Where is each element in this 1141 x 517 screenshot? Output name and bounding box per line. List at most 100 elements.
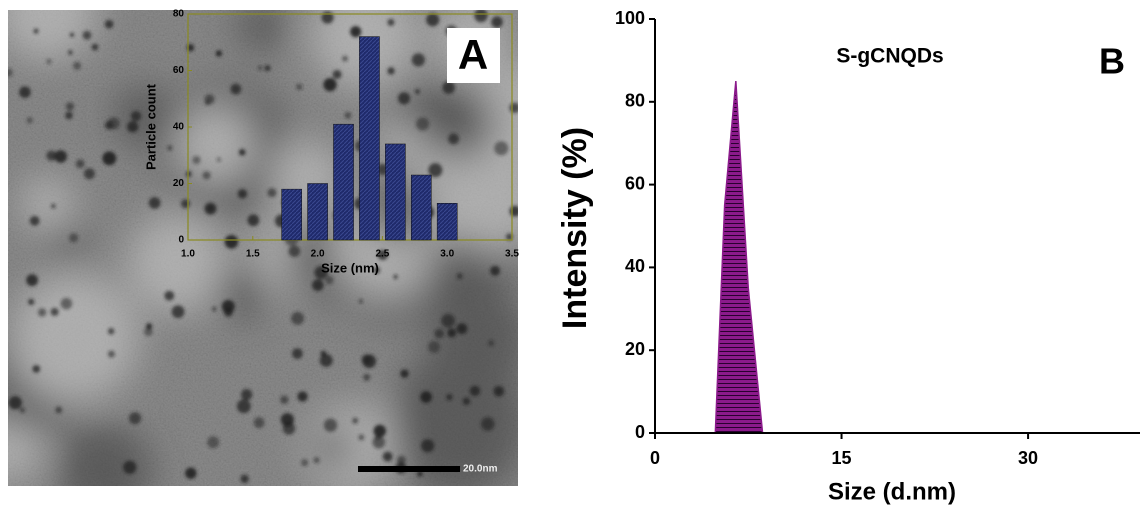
nanoparticle xyxy=(325,275,334,285)
nanoparticle xyxy=(319,354,333,367)
nanoparticle xyxy=(230,83,242,95)
nanoparticle xyxy=(292,348,303,359)
nanoparticle xyxy=(297,391,308,402)
panel-label: B xyxy=(1099,41,1125,82)
y-tick-label: 100 xyxy=(615,8,645,28)
nanoparticle xyxy=(442,81,455,94)
nanoparticle xyxy=(65,102,75,111)
nanoparticle xyxy=(26,117,33,124)
nanoparticle xyxy=(91,43,99,51)
nanoparticle xyxy=(26,274,39,287)
nanoparticle xyxy=(50,203,56,209)
nanoparticle xyxy=(123,460,137,474)
nanoparticle xyxy=(144,327,153,336)
tem-shade xyxy=(311,427,354,470)
nanoparticle xyxy=(104,19,114,29)
nanoparticle xyxy=(280,413,294,427)
tem-shade xyxy=(48,222,89,264)
bar xyxy=(436,203,458,241)
area xyxy=(655,81,1140,434)
x-tick-label: 0 xyxy=(650,448,660,468)
nanoparticle xyxy=(164,290,175,301)
nanoparticle xyxy=(8,396,22,410)
nanoparticle xyxy=(400,369,409,378)
tem-shade xyxy=(10,272,140,403)
nanoparticle xyxy=(83,168,95,180)
nanoparticle xyxy=(253,417,265,429)
nanoparticle xyxy=(474,10,488,23)
nanoparticle xyxy=(352,417,359,424)
nanoparticle xyxy=(506,233,513,241)
nanoparticle xyxy=(82,30,92,40)
panel-label: A xyxy=(458,31,488,78)
tem-shade xyxy=(236,10,288,52)
nanoparticle xyxy=(181,199,190,209)
y-axis-label: Particle count xyxy=(143,83,158,170)
nanoparticle xyxy=(415,89,420,94)
nanoparticle xyxy=(257,65,263,71)
nanoparticle xyxy=(493,385,505,397)
bar xyxy=(359,36,380,241)
nanoparticle xyxy=(215,50,223,57)
y-tick-label: 20 xyxy=(173,178,185,189)
nanoparticle xyxy=(185,171,192,178)
nanoparticle xyxy=(107,328,115,335)
nanoparticle xyxy=(216,157,221,162)
nanoparticle xyxy=(358,434,365,441)
nanoparticle xyxy=(127,121,139,133)
nanoparticle xyxy=(462,397,471,405)
nanoparticle xyxy=(236,399,251,414)
nanoparticle xyxy=(212,306,217,312)
nanoparticle xyxy=(46,150,57,161)
nanoparticle xyxy=(332,69,342,79)
y-tick-label: 0 xyxy=(178,235,184,246)
nanoparticle xyxy=(37,308,47,317)
x-tick-label: 15 xyxy=(832,448,852,468)
nanoparticle xyxy=(372,435,386,449)
x-tick-label: 1.0 xyxy=(181,249,195,260)
nanoparticle xyxy=(73,61,82,70)
nanoparticle xyxy=(434,328,445,339)
nanoparticle xyxy=(416,117,430,131)
nanoparticle xyxy=(456,323,468,335)
x-tick-label: 1.5 xyxy=(246,249,260,260)
x-tick-label: 2.5 xyxy=(375,249,389,260)
nanoparticle xyxy=(358,299,363,304)
tem-shade xyxy=(113,85,175,147)
nanoparticle xyxy=(350,26,362,38)
nanoparticle xyxy=(448,133,460,145)
nanoparticle xyxy=(296,83,303,90)
tem-shade xyxy=(426,167,490,232)
nanoparticle xyxy=(428,340,441,353)
x-tick-label: 3.0 xyxy=(440,249,454,260)
scale-bar xyxy=(358,466,460,472)
nanoparticle xyxy=(33,28,39,34)
bar xyxy=(333,123,354,241)
x-axis-label: Size (d.nm) xyxy=(828,478,956,505)
nanoparticle xyxy=(280,395,289,404)
nanoparticle xyxy=(32,365,41,373)
dls-chart: 0 20 40 60 80 100 0 15 30 S-gCNQDs B Size (d.nm) Int… xyxy=(556,8,1140,505)
nanoparticle xyxy=(320,350,327,357)
nanoparticle xyxy=(8,68,13,77)
x-tick-label: 30 xyxy=(1018,448,1038,468)
nanoparticle xyxy=(102,151,117,166)
nanoparticle xyxy=(167,145,173,151)
nanoparticle xyxy=(207,436,220,449)
nanoparticle xyxy=(185,467,197,479)
nanoparticle xyxy=(344,112,352,119)
nanoparticle xyxy=(204,202,217,215)
y-axis-label: Intensity (%) xyxy=(556,127,594,329)
nanoparticle xyxy=(240,474,249,484)
nanoparticle xyxy=(342,55,348,62)
nanoparticle xyxy=(313,457,320,464)
tem-shade xyxy=(388,350,518,486)
nanoparticle xyxy=(128,412,142,425)
nanoparticle xyxy=(50,307,59,316)
nanoparticle xyxy=(397,455,406,465)
nanoparticle xyxy=(420,391,432,403)
y-tick-label: 20 xyxy=(625,339,645,359)
nanoparticle xyxy=(314,265,328,280)
nanoparticle xyxy=(221,300,235,314)
